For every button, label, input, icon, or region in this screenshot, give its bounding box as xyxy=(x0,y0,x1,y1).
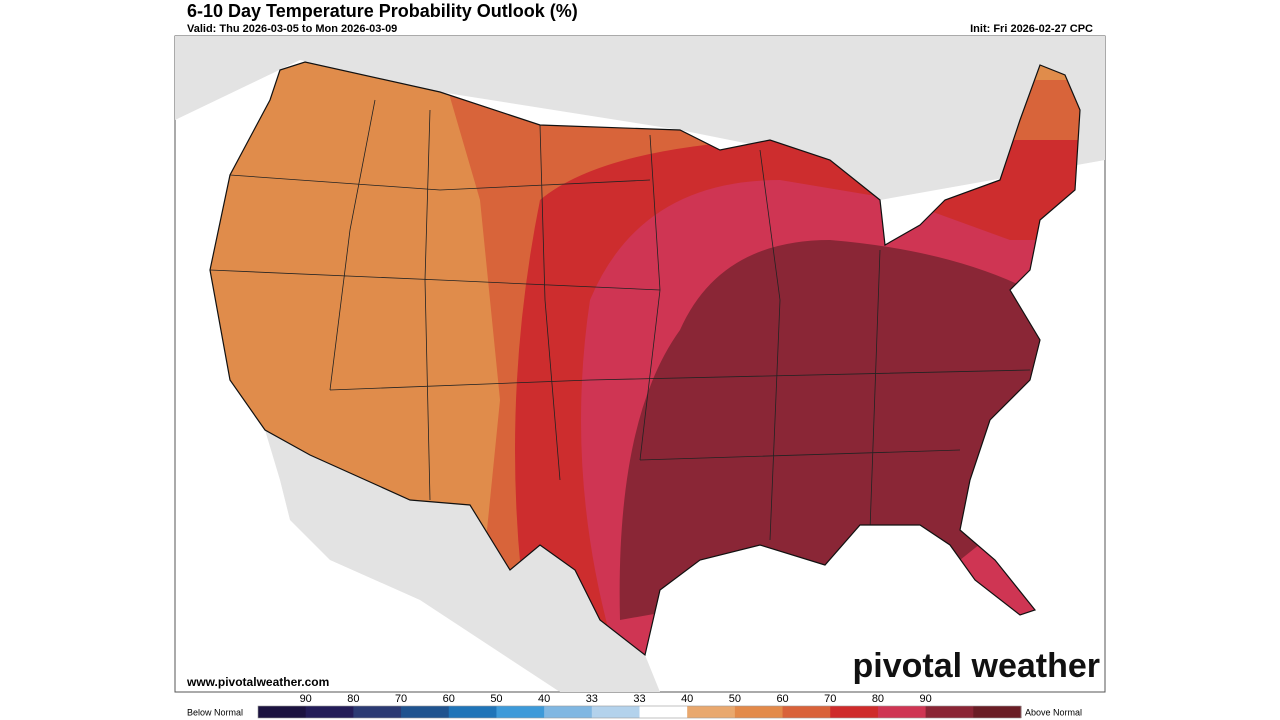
legend-swatch xyxy=(734,706,784,718)
legend-tick-label: 70 xyxy=(395,693,407,705)
legend-swatch xyxy=(305,706,354,718)
legend-swatch xyxy=(925,706,974,718)
legend-below-label: Below Normal xyxy=(187,707,243,717)
legend-swatch xyxy=(401,706,450,718)
legend-swatch xyxy=(687,706,736,718)
legend-tick-label: 80 xyxy=(872,693,884,705)
legend-tick-label: 40 xyxy=(538,693,550,705)
mexico xyxy=(265,430,660,692)
legend: Below Normal Above Normal 90 80 70 60 50 40 33… xyxy=(187,693,1082,719)
legend-tick-label: 33 xyxy=(586,693,598,705)
legend-swatch xyxy=(973,706,1022,718)
legend-swatch xyxy=(830,706,879,718)
legend-tick-label: 80 xyxy=(347,693,359,705)
zone-80 xyxy=(619,240,1060,620)
us-outline xyxy=(209,61,1081,657)
legend-swatch xyxy=(258,706,307,718)
legend-tick-label: 90 xyxy=(300,693,312,705)
legend-tick-label: 60 xyxy=(776,693,788,705)
legend-swatch xyxy=(544,706,593,718)
map: www.pivotalweather.com pivotal weather xyxy=(174,35,1106,693)
canada xyxy=(175,36,1105,200)
legend-swatch xyxy=(496,706,545,718)
legend-swatch xyxy=(353,706,402,718)
valid-time: Valid: Thu 2026-03-05 to Mon 2026-03-09 xyxy=(187,23,397,35)
legend-tick-label: 90 xyxy=(920,693,932,705)
legend-tick-label: 40 xyxy=(681,693,693,705)
init-time: Init: Fri 2026-02-27 CPC xyxy=(970,23,1093,35)
website: www.pivotalweather.com xyxy=(186,675,329,689)
legend-swatch xyxy=(877,706,927,718)
brand-logo: pivotal weather xyxy=(852,647,1100,685)
legend-swatch xyxy=(591,706,640,718)
legend-border xyxy=(257,705,1022,719)
legend-above-label: Above Normal xyxy=(1025,707,1082,717)
legend-tick-label: 70 xyxy=(824,693,836,705)
legend-swatch xyxy=(448,706,497,718)
legend-tick-label: 50 xyxy=(729,693,741,705)
legend-tick-label: 60 xyxy=(443,693,455,705)
legend-tick-label: 33 xyxy=(633,693,645,705)
state-lines xyxy=(210,99,1031,541)
legend-swatch xyxy=(782,706,831,718)
legend-tick-label: 50 xyxy=(490,693,502,705)
title: 6-10 Day Temperature Probability Outlook… xyxy=(187,1,578,21)
legend-swatch xyxy=(639,706,688,718)
